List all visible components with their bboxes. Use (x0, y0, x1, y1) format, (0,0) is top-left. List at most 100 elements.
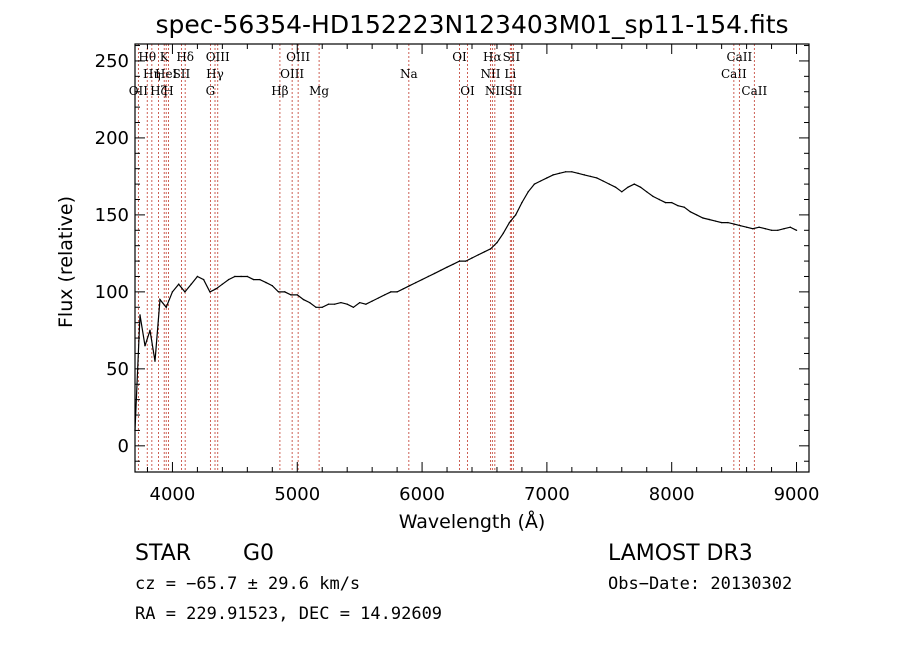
spectrum-point (227, 278, 230, 281)
spectrum-point (521, 201, 523, 204)
spectrum-point (290, 294, 292, 296)
spectrum-point (571, 171, 573, 173)
spectrum-point (770, 229, 773, 231)
chart-title: spec-56354-HD152223N123403M01_sp11-154.f… (155, 10, 788, 39)
spectral-line-label: CaII (726, 50, 752, 64)
spectrum-point (502, 232, 504, 235)
spectral-line-label: Hα (483, 50, 502, 64)
spectrum-point (277, 291, 280, 293)
spectrum-point (352, 306, 355, 308)
spectrum-point (396, 291, 398, 293)
spectrum-point (633, 183, 635, 185)
spectrum-point (296, 294, 298, 296)
spectral-line-label: Hδ (176, 50, 194, 64)
spectrum-point (190, 283, 192, 285)
spectrum-point (733, 223, 735, 225)
spectrum-point (752, 228, 754, 230)
spectrum-point (427, 275, 430, 278)
spectrum-point (695, 214, 698, 216)
spectrum-point (149, 329, 151, 332)
spectrum-point (739, 224, 742, 227)
spectrum-point (177, 283, 180, 285)
spectrum-point (589, 175, 592, 178)
spectrum-point (708, 218, 710, 221)
spectral-line-label: CaII (721, 67, 747, 81)
info-obs-date: Obs−Date: 20130302 (608, 574, 792, 594)
spectral-line-label: NII (480, 67, 500, 81)
spectrum-point (627, 186, 629, 188)
spectral-line-label: HeI (155, 67, 178, 81)
spectrum-point (284, 291, 286, 293)
spectrum-point (783, 228, 785, 230)
spectrum-point (383, 294, 386, 296)
spectrum-point (608, 183, 610, 185)
spectrum-point (408, 285, 411, 287)
spectrum-point (621, 191, 623, 193)
spectrum-point (365, 303, 367, 305)
spectrum-point (265, 281, 267, 284)
spectrum-point (646, 191, 648, 193)
spectrum-point (508, 221, 511, 224)
spectrum-point (302, 298, 305, 301)
spectrum-point (596, 177, 598, 179)
x-tick-label: 8000 (649, 484, 695, 505)
spectrum-point (340, 301, 342, 304)
spectral-line-label: OIII (280, 67, 304, 81)
spectral-line-label: OIII (206, 50, 230, 64)
spectrum-layer (134, 171, 798, 432)
spectrum-point (458, 260, 461, 262)
spectrum-point (745, 226, 748, 228)
spectrum-point (165, 306, 167, 308)
ticks-layer: 4000 5000 6000 7000 8000 9000 0 50 100 150 200 250 (95, 44, 819, 505)
spectrum-point (490, 248, 492, 250)
spectrum-point (144, 345, 146, 347)
spectrum-point (209, 291, 211, 293)
spectrum-point (683, 206, 685, 208)
spectrum-point (702, 217, 704, 219)
spectrum-point (315, 306, 317, 308)
spectrum-point (196, 275, 199, 278)
spectrum-point (477, 254, 479, 256)
spectrum-point (452, 263, 454, 265)
spectrum-point (421, 278, 423, 281)
spectral-line-label: OIII (286, 50, 310, 64)
spectral-line-label: SII (173, 67, 191, 81)
spectral-line-label: Hζ (150, 84, 167, 98)
spectrum-point (252, 278, 255, 281)
spectrum-point (602, 180, 604, 182)
spectrum-point (758, 226, 760, 228)
spectrum-point (246, 275, 249, 278)
spectrum-point (658, 198, 660, 201)
spectrum-point (727, 221, 729, 224)
y-tick-label: 0 (118, 436, 129, 457)
spectral-lines-layer: OIIHθHηHζKHHeISIIHδGHγOIIIHβOIIIOIIIMgNa… (129, 44, 767, 472)
spectrum-point (346, 303, 348, 305)
spectrum-point (271, 285, 273, 287)
spectral-line-label: OI (460, 84, 475, 98)
spectrum-point (240, 275, 242, 278)
y-tick-label: 250 (95, 51, 129, 72)
spectrum-point (664, 201, 667, 204)
x-tick-label: 4000 (150, 484, 196, 505)
spectral-line-label: Hθ (138, 50, 156, 64)
spectrum-point (527, 191, 529, 193)
spectrum-point (202, 278, 205, 281)
spectral-line-label: K (160, 50, 170, 64)
spectrum-point (159, 298, 161, 301)
spectrum-point (221, 283, 224, 285)
y-tick-label: 200 (95, 128, 129, 149)
spectrum-point (652, 195, 654, 198)
spectrum-point (496, 241, 498, 244)
spectral-line-label: G (206, 84, 216, 98)
spectral-line-label: Hβ (271, 84, 288, 98)
spectrum-point (689, 211, 692, 213)
x-axis-label: Wavelength (Å) (399, 510, 546, 533)
spectrum-point (639, 186, 642, 188)
spectrum-point (789, 226, 791, 228)
y-tick-label: 150 (95, 205, 129, 226)
spectrum-point (795, 229, 798, 231)
info-radec: RA = 229.91523, DEC = 14.92609 (135, 604, 442, 624)
spectrum-point (215, 288, 217, 290)
spectrum-series-line (134, 171, 797, 431)
